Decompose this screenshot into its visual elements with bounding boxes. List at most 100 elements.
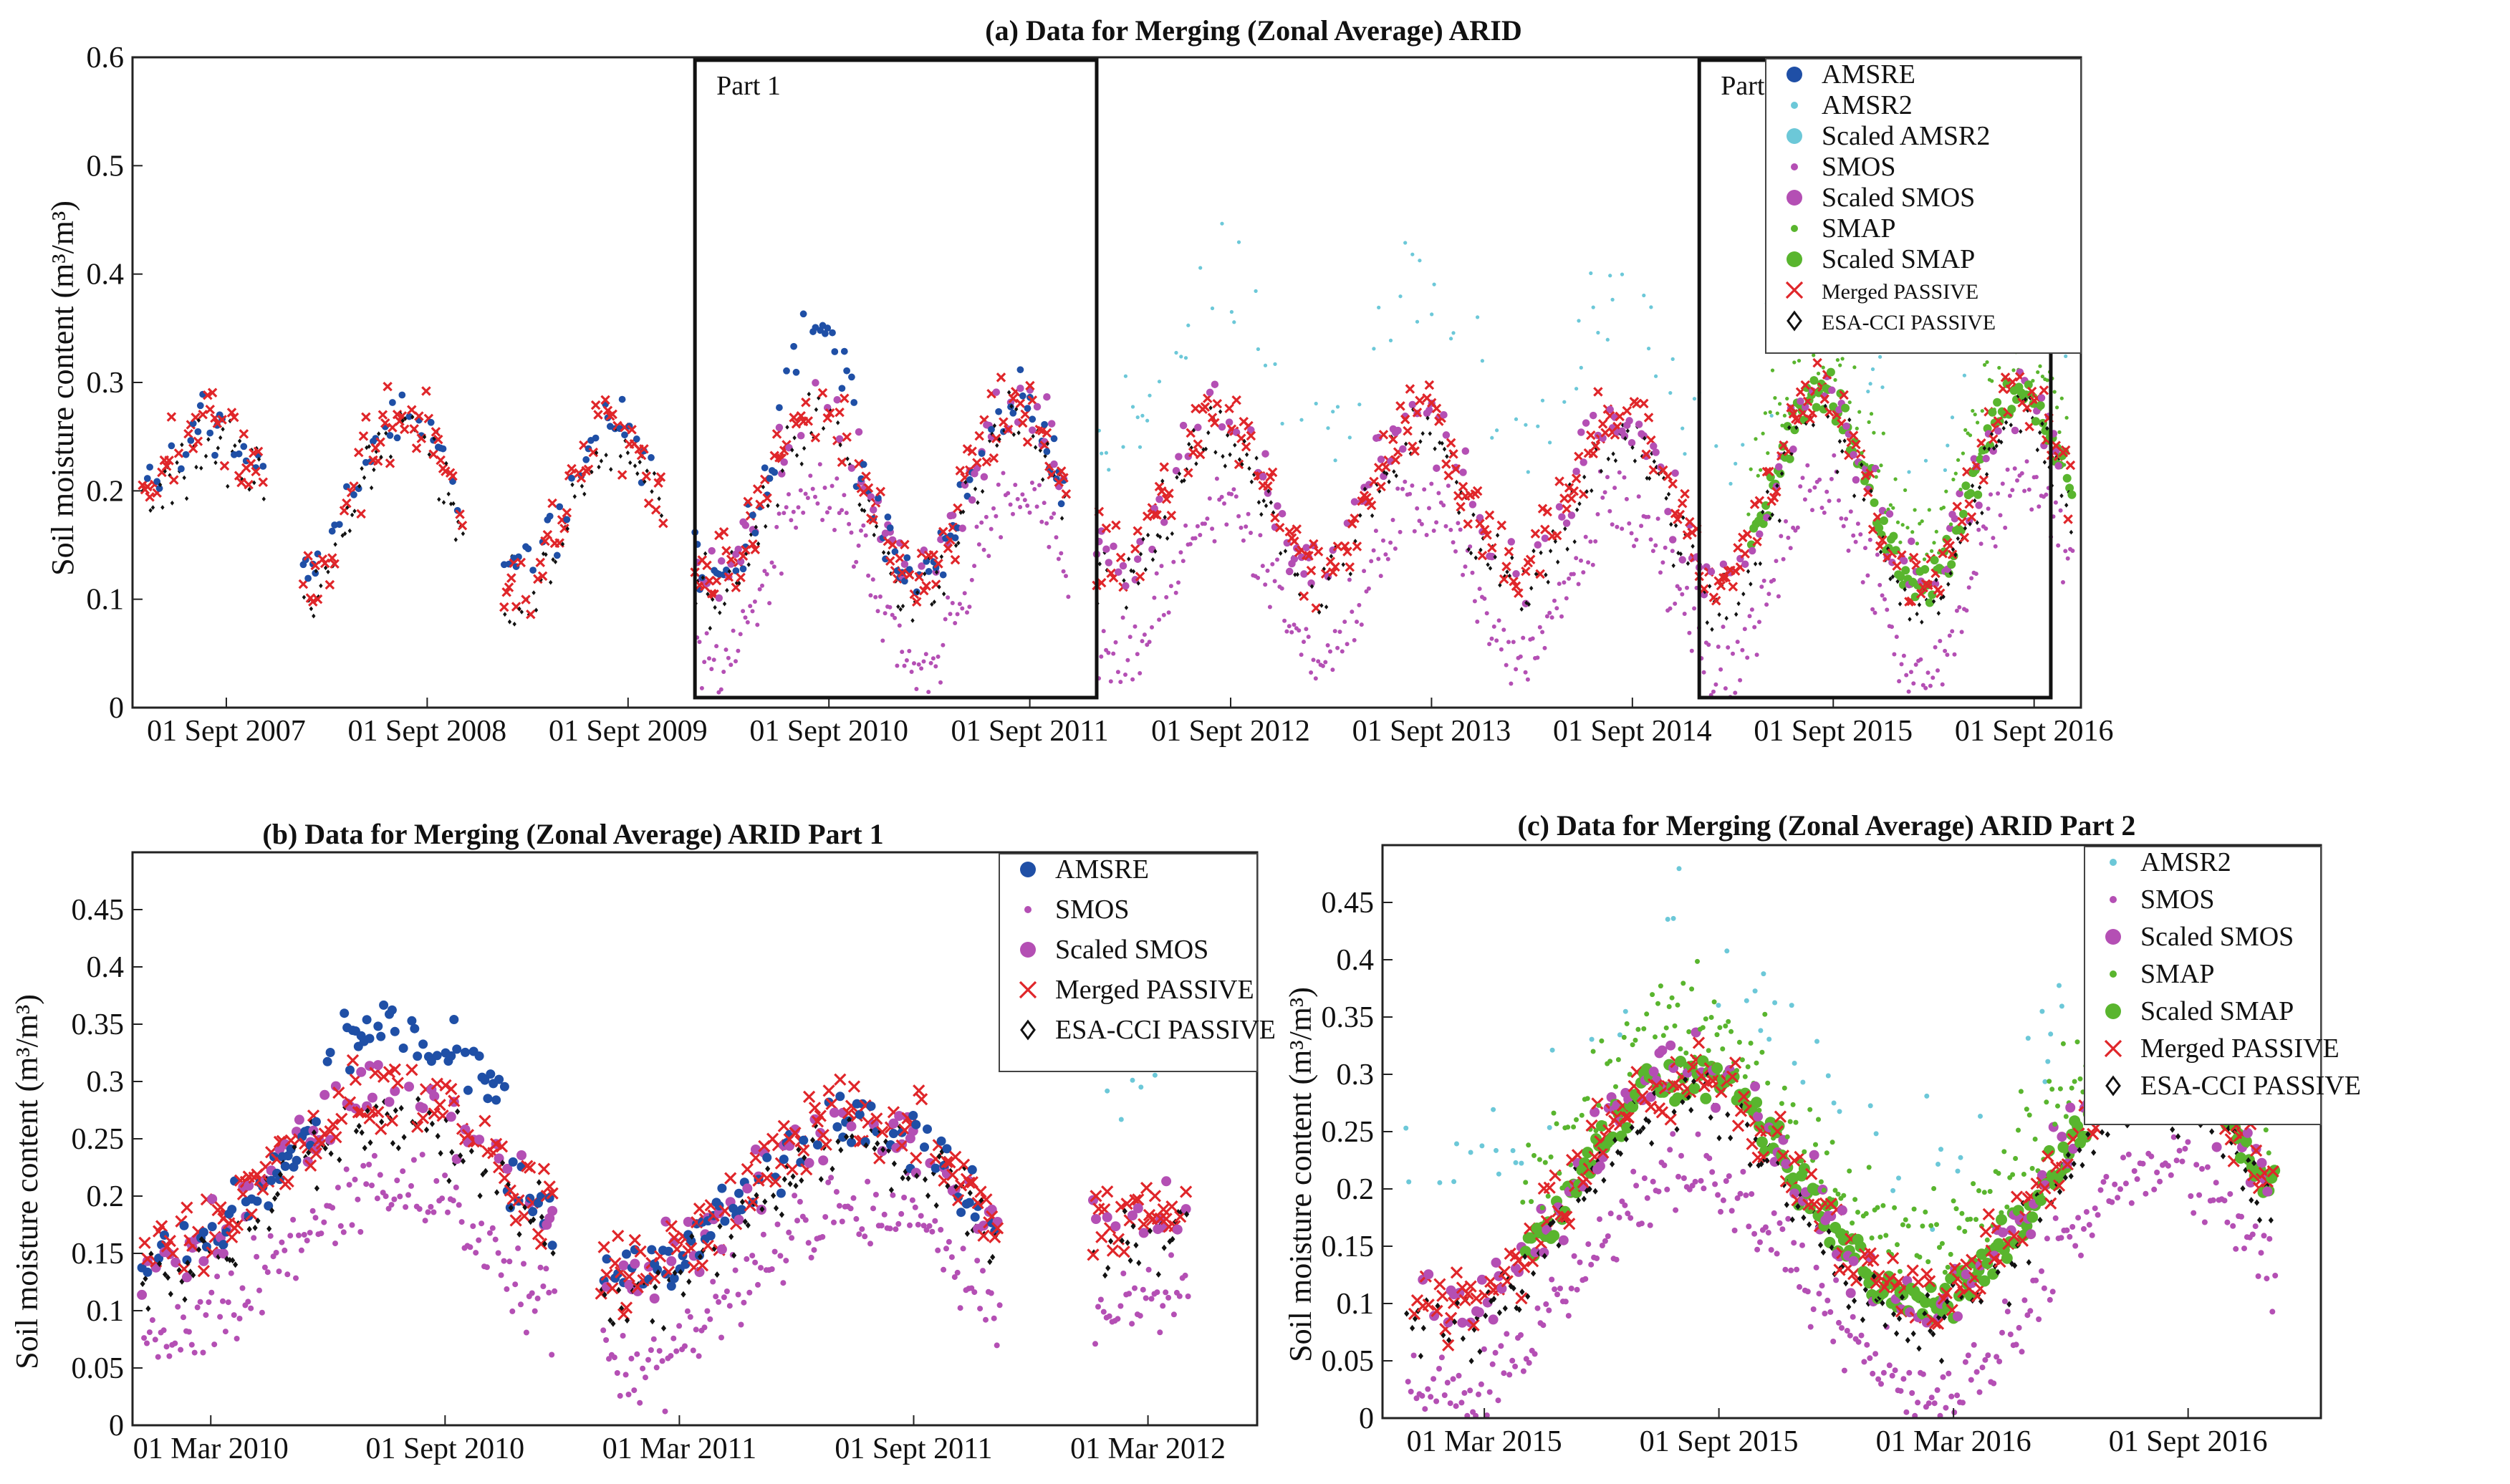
smos-point xyxy=(178,1346,184,1353)
smos-point xyxy=(1605,475,1610,480)
smos-point xyxy=(741,609,746,614)
esacci-point xyxy=(224,1256,230,1263)
smos-point xyxy=(1582,1276,1589,1282)
scaled-smos-point xyxy=(1562,519,1571,527)
scaled-smap-point xyxy=(1688,1082,1701,1094)
merged-point xyxy=(1819,394,1829,404)
smos-point xyxy=(2109,1199,2115,1205)
smap-point xyxy=(1945,1264,1951,1270)
esacci-point xyxy=(2085,1131,2091,1138)
smos-point xyxy=(749,1253,756,1259)
smos-point xyxy=(796,505,801,510)
esacci-point xyxy=(1425,415,1430,421)
merged-point xyxy=(526,609,536,620)
smos-point xyxy=(1378,574,1383,579)
smap-point xyxy=(2057,1086,2063,1092)
smos-point xyxy=(1627,1215,1634,1221)
esacci-point xyxy=(1934,577,1938,583)
merged-point xyxy=(955,466,966,476)
smos-point xyxy=(957,602,962,607)
smos-point xyxy=(486,1230,493,1236)
panel-a: (a) Data for Merging (Zonal Average) ARI… xyxy=(45,14,2113,748)
smap-point xyxy=(1944,489,1948,493)
smos-point xyxy=(1850,1314,1856,1320)
merged-point xyxy=(1479,524,1490,535)
esacci-point xyxy=(1820,1249,1826,1256)
smap-point xyxy=(1847,400,1852,405)
merged-point xyxy=(383,381,393,392)
amsre-point xyxy=(259,463,267,470)
merged-point xyxy=(433,434,443,445)
merged-point xyxy=(1680,488,1690,499)
smos-point xyxy=(1600,495,1605,500)
scaled-smap-point xyxy=(1756,1136,1768,1148)
scaled-smos-point xyxy=(1541,534,1549,542)
esacci-point xyxy=(182,475,186,481)
smos-point xyxy=(948,1254,955,1261)
merged-point xyxy=(1330,562,1340,572)
merged-point xyxy=(226,1230,239,1244)
amsr2-point xyxy=(1104,450,1109,455)
scaled-smos-point xyxy=(1775,463,1783,471)
smos-point xyxy=(1759,584,1764,589)
smap-point xyxy=(2052,390,2057,394)
esacci-point xyxy=(2057,1188,2063,1195)
smos-point xyxy=(1841,1367,1847,1374)
smos-point xyxy=(1408,491,1413,496)
esacci-point xyxy=(1511,1285,1516,1292)
smos-point xyxy=(442,1172,448,1179)
smos-point xyxy=(220,1298,226,1304)
smap-point xyxy=(1689,986,1695,992)
esacci-point xyxy=(1575,1197,1582,1204)
smap-point xyxy=(1770,368,1775,372)
esacci-point xyxy=(292,1144,297,1150)
smos-point xyxy=(1433,1398,1440,1404)
esacci-point xyxy=(1324,604,1329,610)
smos-point xyxy=(789,1235,795,1241)
esacci-point xyxy=(703,551,708,556)
amsr2-point xyxy=(1410,252,1415,256)
scaled-smos-point xyxy=(1994,427,2002,435)
smos-point xyxy=(1132,1285,1138,1291)
esacci-point xyxy=(1669,521,1673,527)
merged-point xyxy=(817,1129,830,1142)
smap-point xyxy=(1621,1034,1627,1040)
esacci-point xyxy=(1522,1253,1528,1260)
merged-point xyxy=(399,424,410,435)
smos-point xyxy=(1650,549,1655,554)
smos-point xyxy=(2072,1243,2079,1249)
merged-point xyxy=(789,1127,802,1140)
esacci-point xyxy=(519,610,524,615)
scaled-smos-point xyxy=(1579,458,1587,466)
scaled-smos-point xyxy=(1476,514,1484,522)
smos-point xyxy=(346,1182,352,1188)
merged-point xyxy=(1309,539,1319,549)
esacci-point xyxy=(779,1211,784,1218)
merged-point xyxy=(743,496,753,507)
merged-point xyxy=(380,418,390,428)
smos-point xyxy=(854,559,859,564)
esacci-point xyxy=(1045,441,1050,446)
merged-point xyxy=(2061,1158,2074,1171)
smos-point xyxy=(1388,540,1393,545)
amsre-point xyxy=(266,1175,277,1185)
smos-point xyxy=(887,1225,893,1232)
esacci-point xyxy=(1903,587,1907,592)
smos-point xyxy=(521,1261,526,1267)
esacci-point xyxy=(2099,1129,2105,1136)
merged-point xyxy=(665,1220,678,1233)
smos-point xyxy=(1897,679,1902,684)
smos-point xyxy=(1971,1341,1977,1348)
smos-point xyxy=(726,1303,733,1309)
merged-point xyxy=(974,1185,987,1198)
smos-point xyxy=(1164,594,1169,599)
smos-point xyxy=(1973,572,1978,577)
esacci-point xyxy=(590,469,594,475)
smos-point xyxy=(188,1341,195,1348)
smos-point xyxy=(2064,1227,2070,1233)
esacci-point xyxy=(1122,578,1126,583)
merged-point xyxy=(1964,498,1974,509)
merged-point xyxy=(1200,402,1211,413)
smos-point xyxy=(1056,556,1061,562)
smos-point xyxy=(1593,539,1598,544)
